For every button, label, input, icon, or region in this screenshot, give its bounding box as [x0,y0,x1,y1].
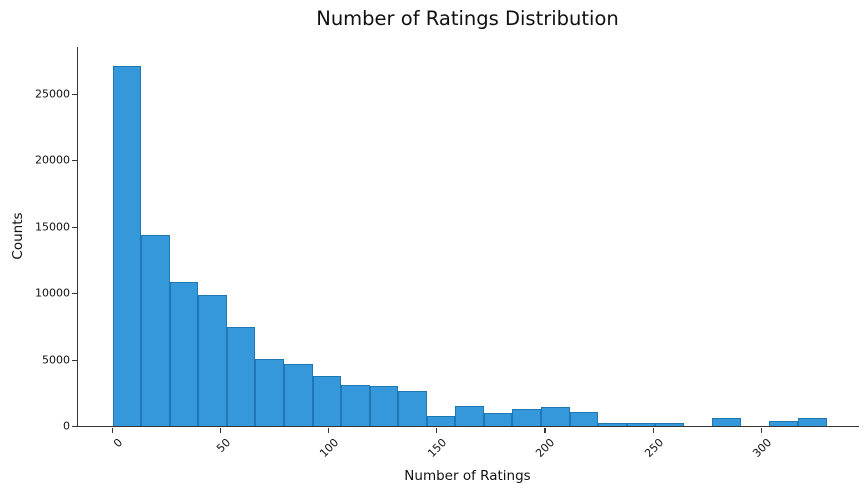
histogram-bar [341,384,370,426]
histogram-bar [798,417,827,426]
histogram-bar [255,358,284,426]
y-tick-mark [72,160,77,162]
histogram-bar [226,326,256,426]
histogram-bar [655,422,684,426]
y-tick-label: 15000 [35,220,70,233]
histogram-bar [569,412,599,426]
y-tick-mark [72,226,77,228]
y-axis-label: Counts [10,212,26,260]
x-tick-mark [760,428,762,433]
y-tick-label: 20000 [35,153,70,167]
histogram-bar [712,417,741,426]
x-tick-label: 50 [213,436,233,456]
histogram-bar [598,422,627,426]
x-axis-label: Number of Ratings [404,468,531,484]
histogram-bar [284,364,313,426]
histogram-bar [426,416,456,426]
x-tick-label: 0 [110,436,125,451]
plot-area [77,47,859,427]
y-tick-label: 25000 [35,87,70,100]
x-tick-mark [328,428,330,433]
x-tick-label: 100 [317,436,342,461]
histogram-bar [769,421,798,426]
x-tick-label: 300 [749,436,774,461]
histogram-bar [512,408,541,426]
y-tick-label: 0 [63,419,70,433]
histogram-bar [541,407,570,426]
x-tick-mark [111,428,113,433]
x-tick-label: 200 [533,436,558,461]
y-tick-mark [72,359,77,361]
x-tick-label: 250 [641,436,666,461]
histogram-bar [141,234,170,426]
histogram-bar [112,65,142,426]
y-tick-mark [72,93,77,95]
histogram-bar [398,391,427,426]
histogram-bar [169,282,199,426]
y-tick-mark [72,426,77,428]
x-tick-label: 150 [425,436,450,461]
x-tick-mark [544,428,546,433]
histogram-bar [198,295,227,426]
histogram-bar [455,406,484,426]
histogram-bar [483,412,513,426]
histogram-bar [312,376,342,426]
x-tick-mark [436,428,438,433]
y-tick-label: 5000 [42,353,70,366]
y-tick-mark [72,293,77,295]
y-tick-label: 10000 [35,286,70,300]
chart-title: Number of Ratings Distribution [316,7,619,30]
histogram-bar [369,386,399,426]
histogram-bar [626,422,656,426]
x-tick-mark [652,428,654,433]
x-tick-mark [219,428,222,433]
